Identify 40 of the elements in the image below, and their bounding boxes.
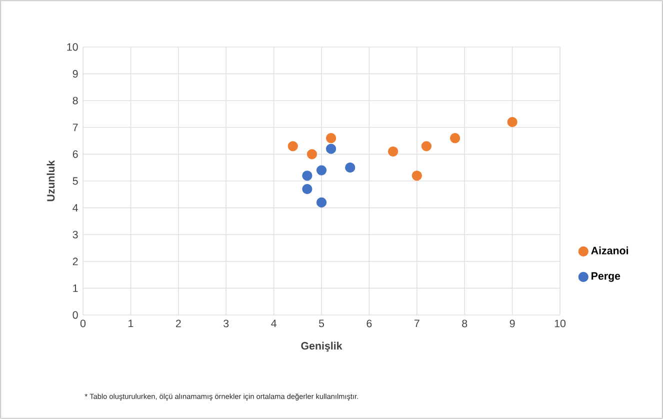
x-tick-label: 7 bbox=[414, 320, 420, 328]
point bbox=[388, 146, 398, 157]
point bbox=[288, 141, 298, 152]
x-axis-title: Genişlik bbox=[301, 342, 342, 352]
y-tick-label: 1 bbox=[73, 284, 78, 292]
y-tick-label: 3 bbox=[72, 230, 78, 238]
legend-label: Perge bbox=[592, 272, 620, 282]
point bbox=[507, 116, 518, 128]
x-tick-label: 9 bbox=[510, 320, 515, 328]
point bbox=[302, 170, 312, 181]
y-tick-label: 4 bbox=[72, 204, 78, 212]
point bbox=[326, 133, 336, 144]
point bbox=[450, 133, 460, 144]
y-tick-label: 7 bbox=[72, 124, 78, 132]
point bbox=[302, 184, 312, 194]
x-tick-label: 6 bbox=[366, 320, 372, 328]
y-tick-label: 10 bbox=[67, 43, 78, 51]
point bbox=[421, 141, 432, 152]
point bbox=[326, 144, 336, 154]
y-tick-label: 0 bbox=[72, 311, 78, 319]
y-tick-label: 6 bbox=[72, 150, 78, 158]
x-tick-label: 1 bbox=[128, 320, 134, 328]
point bbox=[345, 162, 356, 173]
point bbox=[316, 197, 327, 208]
y-tick-label: 8 bbox=[72, 96, 78, 104]
point bbox=[306, 149, 318, 160]
x-tick-label: 3 bbox=[224, 320, 229, 328]
point bbox=[316, 165, 327, 176]
x-tick-label: 4 bbox=[271, 320, 276, 328]
y-tick-label: 2 bbox=[72, 258, 78, 266]
legend-label: Aizanoi bbox=[591, 246, 628, 254]
point bbox=[412, 170, 422, 181]
y-axis-title: Uzunluk bbox=[46, 160, 55, 202]
x-tick-label: 5 bbox=[318, 320, 324, 328]
y-tick-label: 9 bbox=[72, 70, 78, 78]
x-tick-label: 0 bbox=[80, 320, 86, 328]
x-tick-label: 2 bbox=[176, 320, 181, 328]
x-tick-label: 8 bbox=[462, 320, 468, 328]
x-tick-label: 10 bbox=[554, 320, 566, 328]
y-tick-label: 5 bbox=[72, 177, 78, 185]
